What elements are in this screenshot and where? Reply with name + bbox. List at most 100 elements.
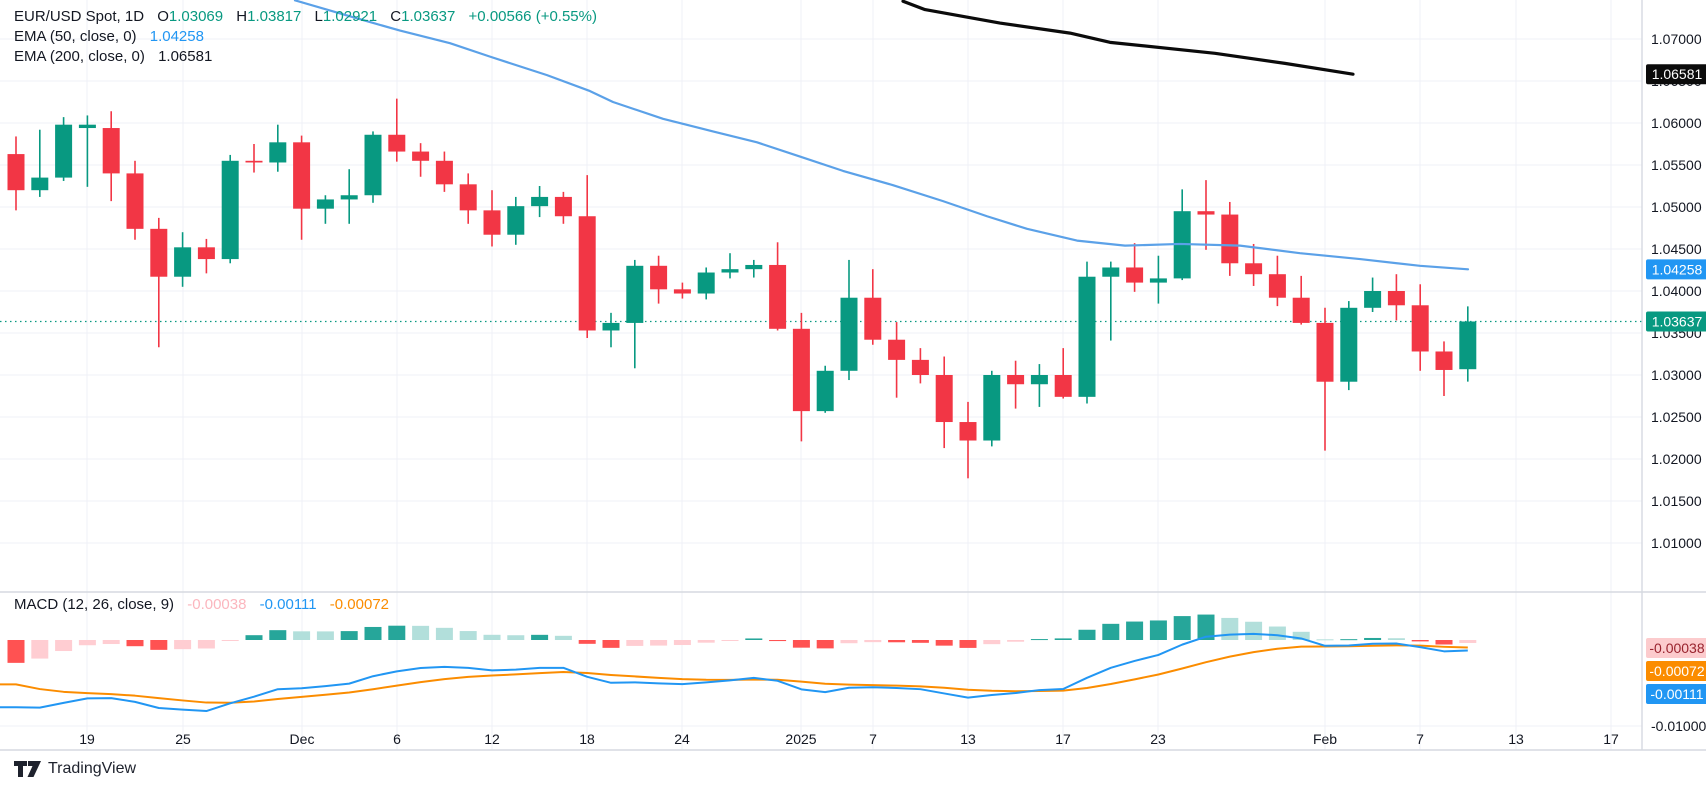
macd-line-badge-text: -0.00111 (1650, 686, 1703, 702)
macd-histogram-bar (578, 640, 596, 644)
watermark-text: TradingView (48, 760, 137, 777)
candle-body-down (7, 154, 25, 191)
price-tick-label: 1.06000 (1651, 115, 1702, 131)
macd-line-value: -0.00111 (259, 596, 317, 613)
macd-histogram-bar (1007, 640, 1025, 642)
macd-line-badge[interactable] (1646, 684, 1706, 704)
macd-histogram-bar (31, 640, 49, 659)
candle-body-down (1316, 322, 1334, 382)
time-tick-label: 13 (960, 731, 976, 747)
macd-histogram-bar (602, 640, 620, 648)
macd-histogram-bar (269, 630, 287, 640)
open-label: O (157, 8, 169, 25)
macd-histogram-bar (221, 640, 239, 641)
candle-body-up (174, 247, 192, 277)
macd-histogram-bar (1221, 617, 1239, 640)
macd-histogram-bar (935, 640, 953, 646)
time-scale[interactable]: 19 25 Dec 6 12 18 24 2025 7 13 17 23 Feb 7 13 17 (79, 731, 1619, 747)
macd-histogram-bar (792, 640, 810, 648)
macd-histogram-bar (1054, 638, 1072, 640)
symbol-title[interactable]: EUR/USD Spot, 1D (14, 8, 145, 25)
macd-histogram-bar (150, 640, 168, 650)
tradingview-logo-icon (14, 761, 41, 777)
macd-histogram-bar (507, 635, 525, 640)
price-tick-label: 1.02500 (1651, 409, 1702, 425)
macd-histogram-bar (1268, 626, 1286, 640)
tradingview-watermark[interactable]: TradingView (14, 760, 136, 778)
candle-body-up (531, 196, 549, 207)
candle-body-up (816, 370, 834, 412)
macd-legend[interactable]: MACD (12, 26, close, 9) -0.00038 -0.0011… (14, 595, 389, 615)
macd-histogram-bar (102, 640, 120, 645)
low-value: 1.02921 (322, 8, 378, 25)
macd-histogram-bar (888, 640, 906, 643)
candle-body-down (578, 216, 596, 331)
price-tick-label: 1.05500 (1651, 157, 1702, 173)
candle-body-down (1221, 214, 1239, 264)
macd-histogram-bar (554, 635, 572, 640)
macd-hist-badge[interactable] (1646, 638, 1706, 658)
candle-body-down (911, 359, 929, 375)
macd-histogram-bar (840, 640, 858, 644)
time-tick-label: 7 (869, 731, 877, 747)
macd-histogram-bar (1245, 621, 1263, 640)
macd-histogram-bar (1126, 621, 1144, 640)
candle-body-down (412, 151, 430, 161)
candle-body-down (126, 173, 144, 229)
time-tick-label: 17 (1055, 731, 1071, 747)
symbol-legend[interactable]: EUR/USD Spot, 1D O1.03069 H1.03817 L1.02… (14, 7, 597, 27)
candle-body-down (1268, 274, 1286, 298)
ema200-label: EMA (200, close, 0) (14, 48, 145, 65)
close-label: C (390, 8, 402, 25)
ema50-value-badge[interactable] (1646, 259, 1706, 280)
candle-body-up (983, 375, 1001, 441)
macd-main-line (0, 632, 1468, 713)
macd-histogram-bar (1173, 616, 1191, 640)
candle-body-down (388, 134, 406, 152)
ema50-legend[interactable]: EMA (50, close, 0) 1.04258 (14, 27, 204, 47)
candle-body-up (269, 142, 287, 163)
macd-signal-value: -0.00072 (329, 596, 390, 613)
time-tick-label: 13 (1508, 731, 1524, 747)
candle-body-up (221, 160, 239, 260)
price-scale[interactable]: 1.070001.065001.060001.055001.050001.045… (1646, 31, 1706, 734)
macd-histogram-bar (959, 640, 977, 648)
price-tick-label: 1.03000 (1651, 367, 1702, 383)
candle-body-down (792, 328, 810, 412)
candle-body-down (197, 247, 215, 260)
candle-body-up (697, 272, 715, 294)
time-tick-label: 23 (1150, 731, 1166, 747)
macd-histogram-bar (245, 635, 263, 640)
macd-histogram-bar (1149, 620, 1167, 640)
macd-histogram-bar (55, 640, 73, 652)
macd-histogram-bar (626, 640, 644, 646)
macd-signal-badge-text: -0.00072 (1649, 663, 1704, 679)
macd-histogram-bar (769, 640, 787, 642)
open-value: 1.03069 (168, 8, 224, 25)
candle-body-up (507, 206, 525, 235)
macd-hist-badge-text: -0.00038 (1649, 640, 1704, 656)
last-price-badge[interactable] (1646, 311, 1706, 332)
candle-body-down (102, 128, 120, 174)
candle-body-down (1292, 297, 1310, 323)
ema50-label: EMA (50, close, 0) (14, 28, 137, 45)
candle-body-down (459, 184, 477, 211)
candle-body-up (316, 199, 334, 209)
macd-tick-label: -0.01000 (1651, 718, 1706, 734)
candle-body-down (769, 264, 787, 329)
price-tick-label: 1.04500 (1651, 241, 1702, 257)
macd-histogram-bar (864, 640, 882, 643)
last-price-badge-text: 1.03637 (1652, 313, 1703, 329)
ema200-value-badge[interactable] (1646, 64, 1706, 85)
macd-signal-badge[interactable] (1646, 661, 1706, 681)
candle-body-up (31, 177, 49, 191)
time-tick-label: 2025 (785, 731, 816, 747)
time-tick-label: 19 (79, 731, 95, 747)
candle-body-up (364, 134, 382, 196)
ema200-value: 1.06581 (158, 48, 213, 65)
close-value: 1.03637 (401, 8, 456, 25)
ema200-legend[interactable]: EMA (200, close, 0) 1.06581 (14, 47, 212, 67)
macd-histogram-bar (673, 640, 691, 646)
